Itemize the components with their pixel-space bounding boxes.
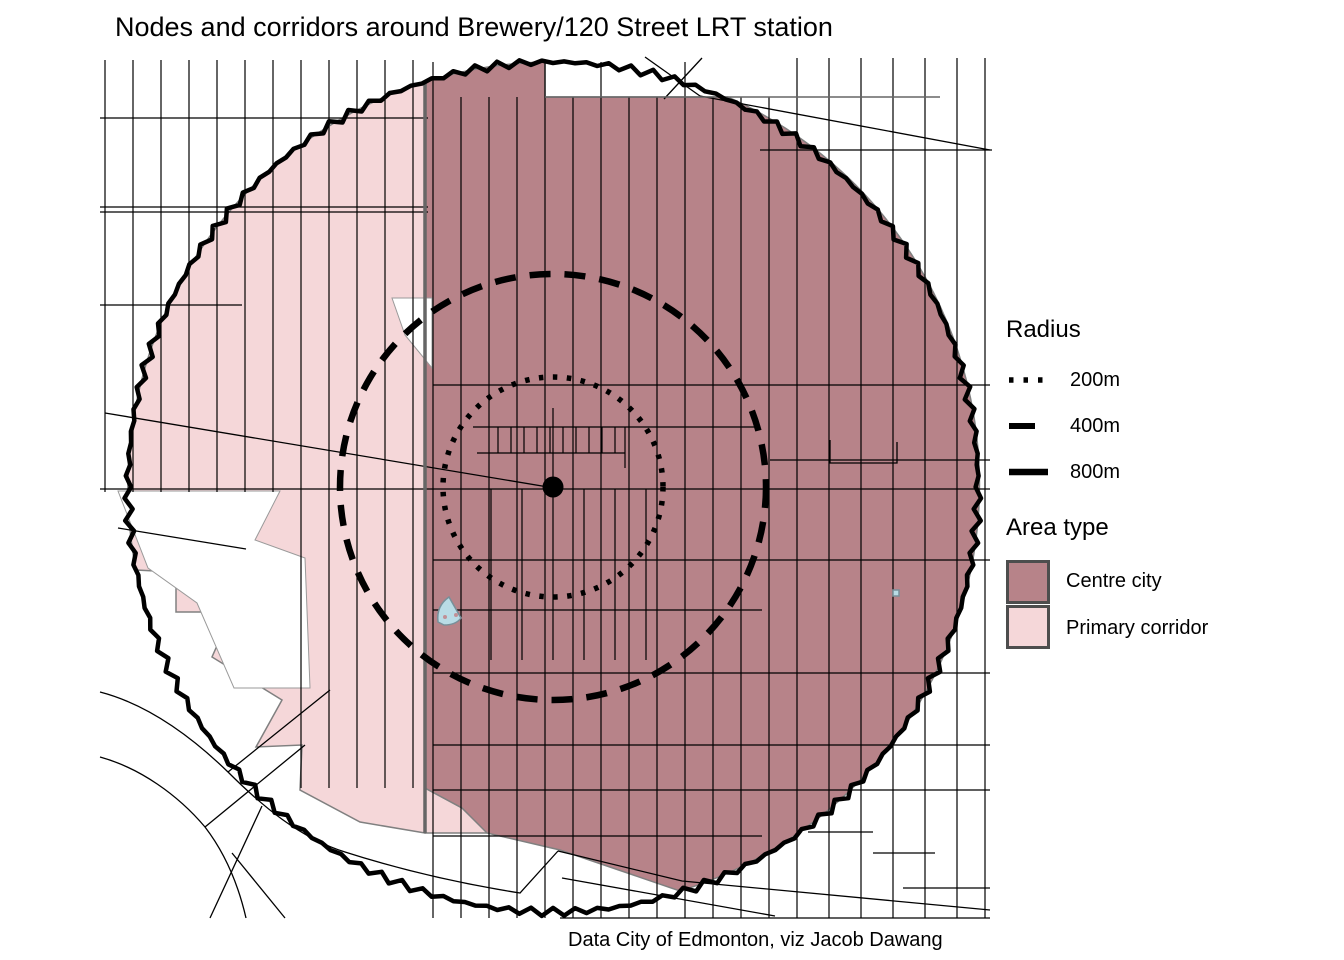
page-title: Nodes and corridors around Brewery/120 S… <box>115 12 833 42</box>
dotted-line-icon <box>1009 377 1046 383</box>
centre-city-swatch <box>1006 559 1050 604</box>
legend-label-400m: 400m <box>1070 414 1121 437</box>
legend-row-800m: 800m <box>1006 460 1336 484</box>
legend-label-primary-corridor: Primary corridor <box>1066 617 1209 639</box>
legend-row-200m: 200m <box>1006 368 1336 392</box>
radius-400m-circle <box>336 270 770 704</box>
legend-label-800m: 800m <box>1070 460 1121 483</box>
radius-800m-circle <box>122 58 984 919</box>
area-type-legend: Area type Centre city Primary corridor <box>1006 514 1336 652</box>
solid-line-icon <box>1009 468 1048 476</box>
legend-row-centre-city: Centre city <box>1006 558 1336 605</box>
dashed-line-icon <box>1009 423 1035 429</box>
primary-corridor-swatch <box>1006 605 1050 649</box>
attribution-caption: Data City of Edmonton, viz Jacob Dawang <box>568 929 943 951</box>
legend-label-centre-city: Centre city <box>1066 570 1162 592</box>
legend-row-primary-corridor: Primary corridor <box>1006 605 1336 652</box>
radius-legend: Radius 200m 400m 800m <box>1006 316 1336 484</box>
legend-label-200m: 200m <box>1070 368 1121 391</box>
legend-row-400m: 400m <box>1006 414 1336 438</box>
street-grid <box>100 58 992 919</box>
primary-corridor-area <box>127 80 426 834</box>
area-legend-title: Area type <box>1006 514 1109 541</box>
ravine-roads <box>99 56 991 919</box>
radius-200m-circle <box>440 374 666 600</box>
centre-city-area <box>424 61 981 892</box>
water-feature <box>436 589 900 626</box>
legend: Radius 200m 400m 800m Area typ <box>1006 316 1336 652</box>
radius-legend-title: Radius <box>1006 316 1081 343</box>
station-point <box>542 476 564 498</box>
zone-boundary-line <box>423 82 940 833</box>
unzoned-gaps <box>117 297 433 689</box>
